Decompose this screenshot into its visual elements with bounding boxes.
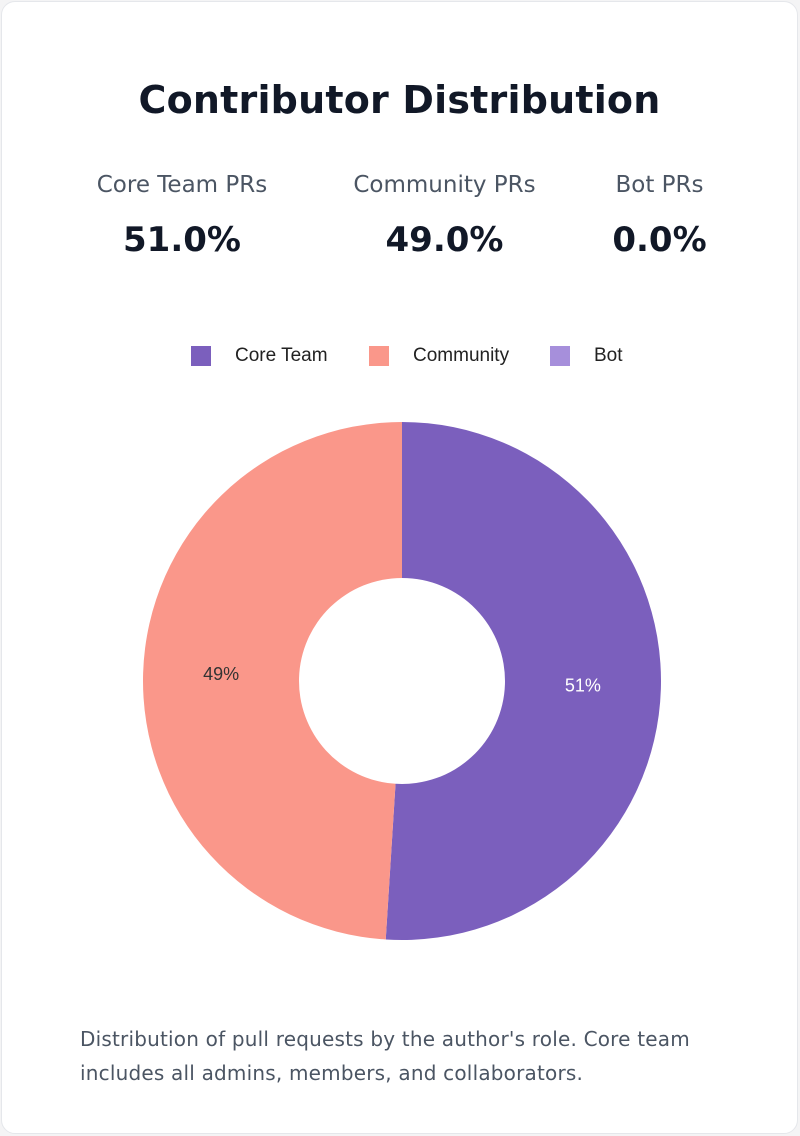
legend-label: Bot — [594, 345, 623, 366]
legend-swatch — [369, 346, 389, 366]
stat-value: 51.0% — [123, 220, 241, 260]
donut-slice-core-team[interactable] — [385, 422, 662, 940]
stat-label: Community PRs — [353, 172, 536, 198]
data-label-community: 49% — [203, 664, 239, 684]
donut-chart: 51% 49% — [143, 422, 662, 940]
stat-core-team: Core Team PRs 51.0% — [82, 172, 282, 260]
stat-value: 0.0% — [612, 220, 707, 260]
stat-label: Core Team PRs — [96, 172, 268, 198]
chart-caption: Distribution of pull requests by the aut… — [80, 1027, 690, 1085]
stat-value: 49.0% — [385, 220, 504, 260]
legend-item-community[interactable]: Community — [369, 342, 509, 370]
legend-label: Core Team — [235, 345, 328, 366]
stat-community: Community PRs 49.0% — [332, 172, 557, 260]
legend-label: Community — [413, 345, 510, 366]
legend-item-bot[interactable]: Bot — [550, 342, 623, 370]
legend-swatch — [191, 346, 211, 366]
legend-swatch — [550, 346, 570, 366]
stat-label: Bot PRs — [615, 172, 704, 198]
stat-bot: Bot PRs 0.0% — [587, 172, 732, 260]
legend-item-core-team[interactable]: Core Team — [191, 342, 328, 370]
donut-slice-community[interactable] — [143, 422, 402, 940]
data-label-core-team: 51% — [565, 675, 601, 695]
chart-legend: Core Team Community Bot — [2, 342, 797, 370]
chart-title: Contributor Distribution — [138, 78, 661, 122]
